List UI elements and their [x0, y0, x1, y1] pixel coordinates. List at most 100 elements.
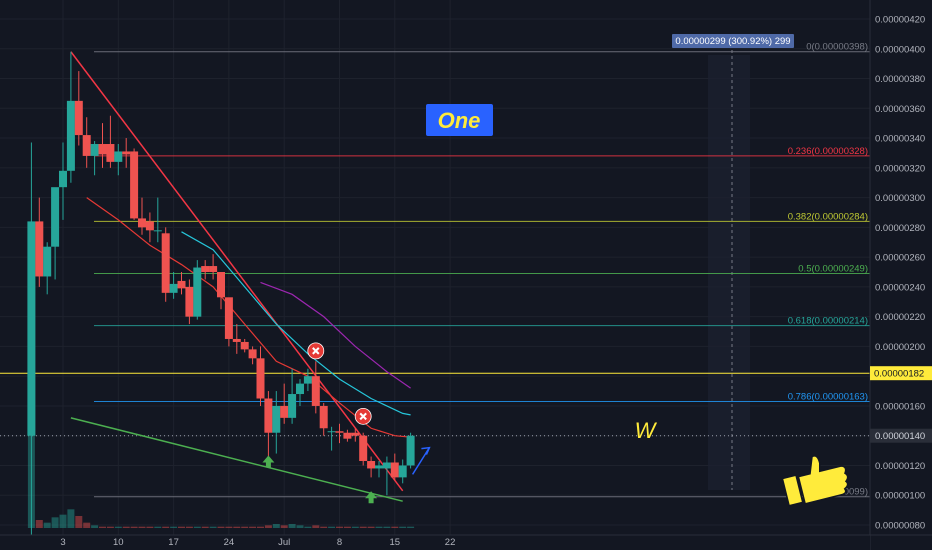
- volume-bar: [320, 526, 328, 528]
- candle-body: [296, 383, 304, 395]
- candle-body: [367, 461, 376, 469]
- measure-label-box: [672, 34, 794, 48]
- volume-bar: [257, 526, 264, 528]
- candle-body: [122, 151, 131, 155]
- volume-bar: [170, 526, 178, 528]
- w-label: W: [635, 418, 658, 443]
- candle-body: [327, 431, 336, 433]
- volume-bar: [201, 526, 209, 528]
- y-tick-label: 0.00000160: [875, 401, 925, 412]
- fib-label-0.618: 0.618(0.00000214): [788, 316, 868, 327]
- candle-body: [153, 230, 162, 232]
- candle-body: [382, 462, 391, 469]
- volume-bar: [138, 526, 146, 528]
- ma-teal-line: [181, 231, 411, 416]
- volume-bar: [359, 526, 367, 528]
- candle-body: [193, 267, 202, 317]
- candle-body: [114, 151, 123, 162]
- ma-purple-line: [260, 281, 411, 389]
- candle-body: [130, 151, 139, 219]
- fib-label-0: 0(0.00000398): [806, 42, 868, 53]
- candle-body: [185, 286, 194, 317]
- volume-bar: [83, 522, 91, 528]
- one-label: One: [438, 108, 481, 133]
- volume-bar: [391, 526, 399, 528]
- y-tick-label: 0.00000300: [875, 193, 925, 204]
- candle-body: [209, 266, 218, 272]
- volume-bar: [106, 526, 114, 528]
- volume-bar: [75, 516, 83, 528]
- volume-bar: [312, 525, 320, 528]
- y-tick-label: 0.00000280: [875, 223, 925, 234]
- volume-bar: [272, 524, 280, 528]
- x-tick-label: 17: [168, 537, 179, 548]
- measure-label: 0.00000299 (300.92%) 299: [675, 36, 790, 47]
- candle-body: [161, 233, 170, 293]
- candle-body: [272, 405, 281, 433]
- volume-bar: [91, 525, 99, 528]
- y-tick-label: 0.00000080: [875, 521, 925, 532]
- volume-bar: [130, 526, 138, 528]
- y-tick-label: 0.00000360: [875, 104, 925, 115]
- y-tick-label: 0.00000400: [875, 44, 925, 55]
- x-tick-label: Jul: [278, 537, 290, 548]
- volume-bar: [59, 514, 67, 528]
- candle-body: [319, 405, 328, 429]
- candle-body: [335, 431, 344, 433]
- volume-bar: [162, 526, 170, 528]
- candle-body: [82, 135, 91, 156]
- y-tick-label: 0.00000120: [875, 461, 925, 472]
- y-tick-label: 0.00000380: [875, 74, 925, 85]
- candle-body: [138, 218, 146, 228]
- x-tick-label: 22: [445, 537, 456, 548]
- volume-bar: [383, 526, 391, 528]
- candle-body: [256, 358, 265, 399]
- x-tick-label: 15: [390, 537, 401, 548]
- candle-body: [201, 266, 210, 272]
- volume-bar: [209, 526, 217, 528]
- projection-arrow: [411, 447, 431, 475]
- candle-body: [359, 435, 368, 462]
- volume-bar: [35, 520, 43, 528]
- candle-body: [27, 221, 36, 436]
- trendline-support: [70, 417, 403, 502]
- candle-body: [343, 432, 352, 439]
- volume-bar: [154, 526, 162, 528]
- volume-bar: [185, 526, 193, 528]
- volume-bar: [225, 526, 233, 528]
- volume-bar: [304, 526, 312, 528]
- yellow-price-tag: [870, 366, 932, 381]
- candle-body: [311, 376, 320, 406]
- volume-bar: [233, 526, 241, 528]
- volume-bar: [296, 525, 304, 528]
- volume-bar: [193, 526, 201, 528]
- candle-body: [375, 465, 383, 469]
- x-tick-label: 24: [224, 537, 235, 548]
- candle-body: [217, 272, 225, 298]
- y-tick-label: 0.00000200: [875, 342, 925, 353]
- x-marker-cross: [359, 412, 367, 421]
- y-tick-label: 0.00000320: [875, 163, 925, 174]
- current-price-tag: [870, 428, 932, 443]
- candle-body: [169, 283, 178, 293]
- volume-bar: [249, 526, 257, 528]
- candle-body: [280, 405, 289, 418]
- candle-body: [303, 376, 312, 384]
- y-tick-label: 0.00000100: [875, 491, 925, 502]
- projection-arrow-head: [421, 446, 431, 455]
- thumbs-up-icon: [781, 455, 849, 507]
- y-tick-label: 0.00000420: [875, 15, 925, 26]
- y-axis-panel: [870, 0, 932, 550]
- x-marker-cross: [312, 347, 320, 355]
- fib-label-0.5: 0.5(0.00000249): [798, 263, 868, 274]
- volume-bar: [328, 526, 336, 528]
- y-tick-label: 0.00000240: [875, 282, 925, 293]
- y-tick-label: 0.00000220: [875, 312, 925, 323]
- volume-bar: [99, 526, 106, 528]
- volume-bar: [122, 526, 130, 528]
- ma-red-line: [86, 197, 411, 438]
- candle-body: [90, 144, 99, 156]
- volume-bar: [407, 526, 415, 528]
